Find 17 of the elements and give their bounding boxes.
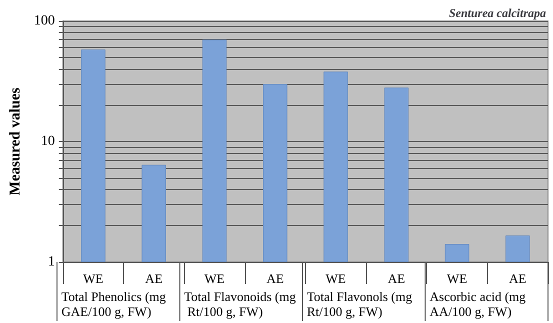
x-tick-label: WE [446, 271, 468, 286]
y-tick-label: 10 [40, 134, 55, 149]
y-axis-title: Measured values [8, 88, 24, 196]
x-tick-label: WE [204, 271, 225, 286]
text: Total Flavonoids (mg Rt/100 g, FW) [184, 289, 296, 319]
x-tick-label: AE [266, 271, 284, 286]
y-tick-label: 100 [34, 14, 55, 28]
chart-title: Senturea calcitrapa [449, 6, 546, 20]
x-tick-label: WE [83, 271, 104, 286]
x-tick-label: AE [145, 271, 163, 286]
text: Ascorbic acid (mg AA/100 g, FW) [430, 289, 529, 319]
y-tick-label: 1 [48, 254, 55, 270]
x-tick-label: WE [326, 271, 346, 286]
x-tick-label: AE [388, 271, 406, 286]
text: Total Flavonols (mg Rt/100 g, FW) [306, 289, 416, 319]
x-tick-label: AE [509, 271, 526, 286]
text: Total Phenolics (mg GAE/100 g, FW) [61, 289, 170, 319]
